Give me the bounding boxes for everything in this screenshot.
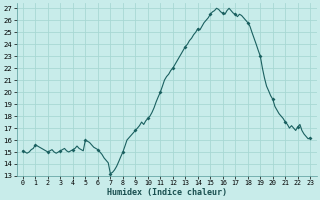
- X-axis label: Humidex (Indice chaleur): Humidex (Indice chaleur): [107, 188, 227, 197]
